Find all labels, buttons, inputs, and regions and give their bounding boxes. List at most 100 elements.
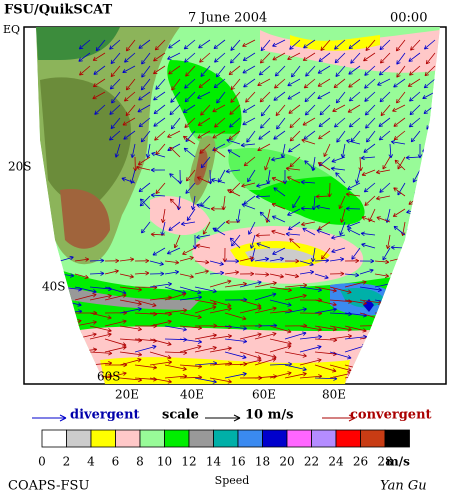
wind-arrow — [264, 156, 271, 171]
wind-arrow — [138, 91, 151, 101]
wind-arrow — [276, 117, 286, 130]
wind-arrow — [300, 179, 316, 185]
wind-arrow — [364, 104, 376, 116]
wind-arrow — [179, 286, 202, 295]
legend: divergent scale 10 m/s convergent — [32, 408, 432, 423]
wind-arrow — [302, 117, 316, 126]
wind-arrow — [392, 104, 406, 112]
wind-arrow — [317, 78, 331, 87]
colorbar-box — [164, 429, 190, 448]
wind-arrow — [74, 273, 89, 280]
wind-arrow — [275, 104, 286, 117]
wind-arrow — [185, 182, 196, 194]
wind-arrow — [272, 39, 286, 47]
wind-arrow — [194, 377, 217, 384]
wind-arrow — [104, 345, 127, 353]
wind-arrow — [269, 273, 284, 279]
wind-arrow — [169, 104, 181, 116]
wind-arrow — [212, 104, 226, 113]
wind-arrow — [355, 169, 361, 184]
wind-arrow — [226, 138, 241, 145]
wind-arrow — [119, 273, 134, 279]
wind-arrow — [271, 202, 286, 210]
wind-arrow — [141, 221, 151, 234]
legend-scale: scale — [162, 408, 199, 423]
wind-arrow — [213, 39, 226, 49]
wind-arrow — [366, 130, 376, 143]
wind-arrow — [382, 247, 391, 261]
wind-arrow — [169, 146, 181, 158]
wind-arrow — [269, 299, 292, 307]
wind-arrow — [150, 232, 166, 237]
wind-arrow — [119, 357, 142, 366]
wind-arrow — [139, 198, 151, 210]
wind-arrow — [257, 143, 271, 152]
wind-arrow — [134, 258, 150, 264]
wind-arrow — [344, 299, 367, 306]
wind-arrow — [185, 65, 196, 77]
wind-arrow — [194, 286, 217, 294]
wind-arrow — [361, 242, 376, 249]
wind-arrow — [164, 260, 180, 265]
wind-arrow — [153, 52, 166, 62]
wind-arrow — [225, 219, 241, 225]
wind-arrow — [412, 169, 421, 183]
wind-arrow — [329, 286, 352, 294]
wind-arrow — [289, 39, 301, 50]
wind-arrow — [209, 306, 232, 314]
wind-arrow — [303, 78, 316, 89]
wind-arrow — [410, 130, 421, 143]
wind-arrow — [211, 178, 226, 184]
wind-arrow — [230, 78, 241, 91]
wind-arrow — [241, 203, 256, 210]
wind-arrow — [284, 351, 307, 358]
wind-arrow — [224, 338, 248, 344]
wind-arrow — [379, 52, 391, 64]
map — [36, 27, 440, 384]
wind-arrow — [379, 39, 391, 51]
colorbar-label: 8 — [136, 455, 144, 469]
wind-arrow — [179, 312, 202, 320]
wind-arrow — [89, 325, 112, 333]
wind-arrow — [260, 39, 271, 52]
wind-arrow — [199, 143, 211, 154]
wind-arrow — [255, 194, 271, 199]
wind-arrow — [334, 39, 346, 50]
wind-arrow — [346, 139, 361, 145]
colorbar-box — [311, 429, 337, 448]
title-date: 7 June 2004 — [188, 11, 267, 26]
wind-arrow — [194, 345, 217, 353]
wind-arrow — [149, 338, 172, 346]
wind-arrow — [179, 256, 194, 262]
wind-arrow — [243, 156, 256, 167]
wind-arrow — [269, 325, 292, 334]
wind-arrow — [242, 117, 256, 126]
wind-arrow — [137, 104, 151, 113]
wind-arrow — [408, 117, 421, 128]
wind-arrow — [340, 143, 346, 159]
wind-arrow — [376, 195, 391, 201]
wind-arrow — [110, 52, 121, 65]
wind-arrow — [364, 78, 376, 89]
wind-arrow — [311, 195, 317, 211]
wind-arrow — [179, 338, 203, 344]
footer-signature: Yan Gu — [380, 479, 427, 494]
wind-arrow — [167, 52, 181, 60]
wind-arrow — [329, 325, 352, 332]
wind-arrow — [171, 78, 181, 91]
wind-arrow — [92, 91, 106, 100]
wind-arrow — [197, 117, 211, 126]
wind-arrow — [405, 155, 421, 160]
wind-arrow — [209, 270, 225, 276]
wind-arrow — [138, 39, 151, 49]
wind-arrow — [230, 39, 241, 51]
wind-arrow — [256, 182, 271, 188]
wind-arrow — [170, 117, 181, 130]
wind-arrow — [59, 255, 74, 262]
wind-arrow — [257, 78, 271, 87]
wind-arrow — [239, 358, 262, 366]
wind-arrow — [321, 247, 331, 260]
wind-arrow — [249, 234, 256, 249]
wind-arrow — [109, 104, 121, 115]
wind-arrow — [247, 169, 256, 183]
